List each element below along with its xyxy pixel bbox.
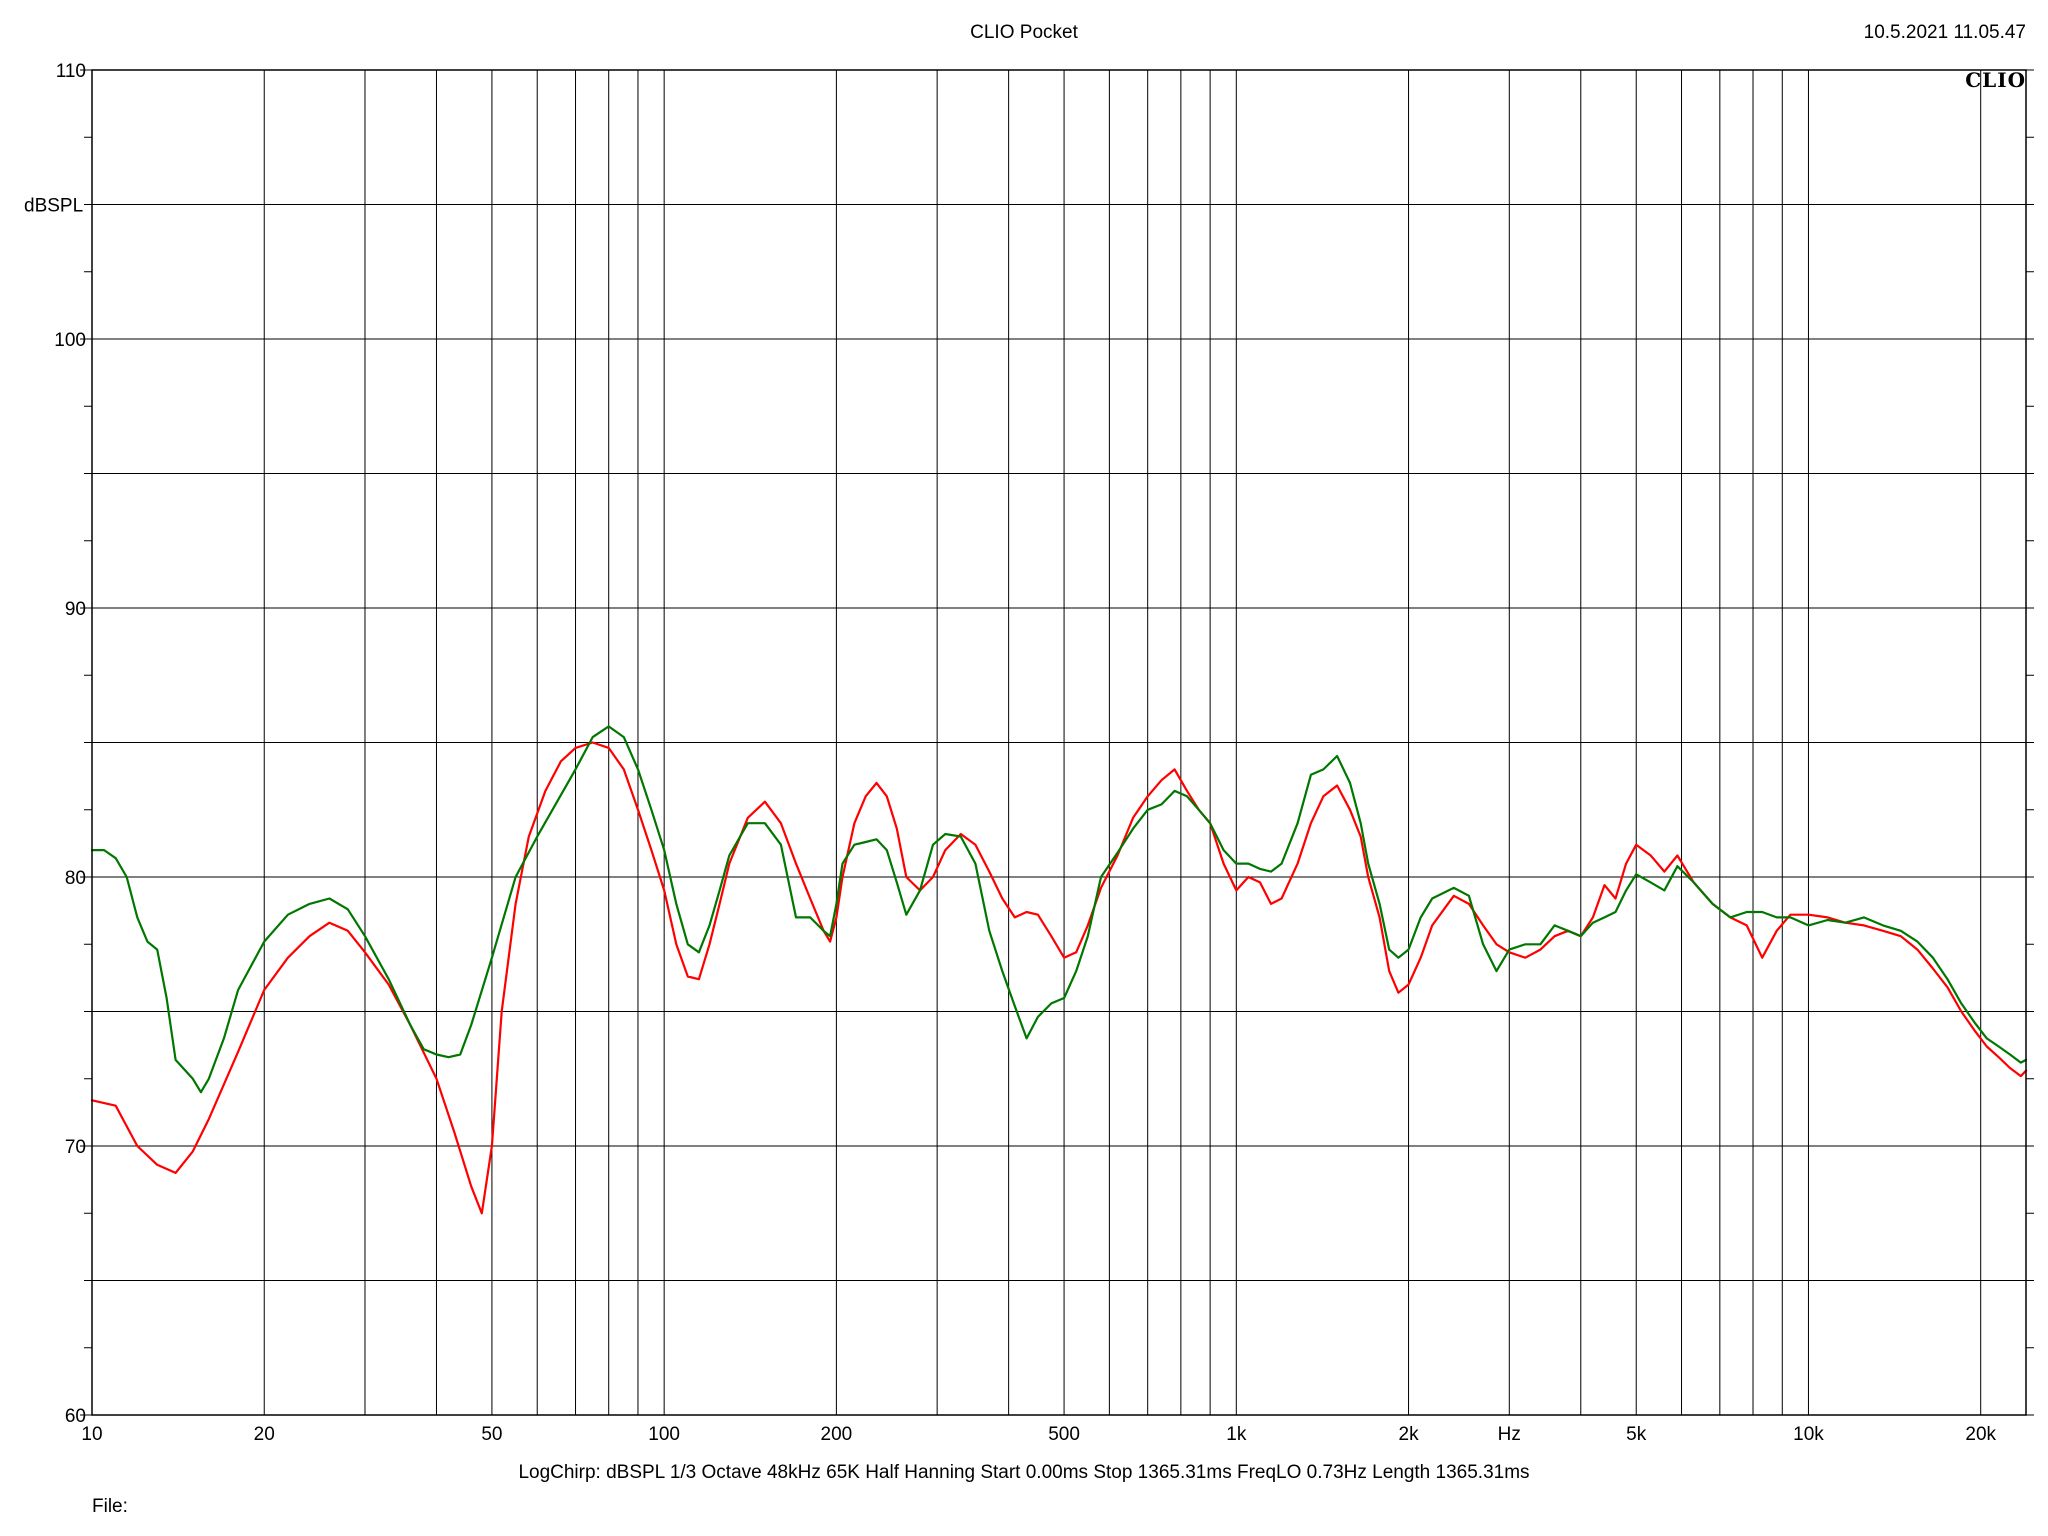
y-tick-label: 110 — [56, 61, 86, 82]
x-tick-label: 10k — [1793, 1424, 1824, 1445]
clio-logo: CLIO — [1965, 68, 2026, 92]
x-tick-label: 50 — [481, 1424, 502, 1445]
x-tick-label: 5k — [1626, 1424, 1647, 1445]
y-axis-label: dBSPL — [24, 196, 83, 217]
x-tick-label: 2k — [1399, 1424, 1420, 1445]
x-axis-label: Hz — [1498, 1424, 1521, 1445]
x-tick-label: 500 — [1048, 1424, 1080, 1445]
x-tick-label: 20 — [254, 1424, 275, 1445]
chart-grid — [92, 70, 2026, 1415]
x-tick-label: 200 — [821, 1424, 853, 1445]
axis-ticks: 60 70 80 90 100 110 10 20 50 100 200 500 1k 2k 5k 10k 20… — [54, 61, 2034, 1445]
chart-series — [90, 725, 2028, 1215]
plot-frame — [91, 69, 2027, 1416]
y-tick-label: 70 — [65, 1137, 86, 1158]
x-tick-label: 10 — [81, 1424, 102, 1445]
y-tick-label: 80 — [65, 868, 86, 889]
series-line-2 — [90, 725, 2028, 1094]
series-line-1 — [90, 741, 2028, 1215]
y-tick-label: 90 — [65, 599, 86, 620]
measurement-parameters: LogChirp: dBSPL 1/3 Octave 48kHz 65K Hal… — [518, 1462, 1530, 1483]
x-tick-label: 20k — [1965, 1424, 1996, 1445]
file-label: File: — [92, 1496, 128, 1517]
x-tick-label: 100 — [648, 1424, 680, 1445]
y-tick-label: 100 — [54, 330, 86, 351]
chart-title: CLIO Pocket — [970, 22, 1078, 43]
y-tick-label: 60 — [65, 1406, 86, 1427]
x-tick-label: 1k — [1226, 1424, 1247, 1445]
timestamp: 10.5.2021 11.05.47 — [1863, 22, 2026, 43]
